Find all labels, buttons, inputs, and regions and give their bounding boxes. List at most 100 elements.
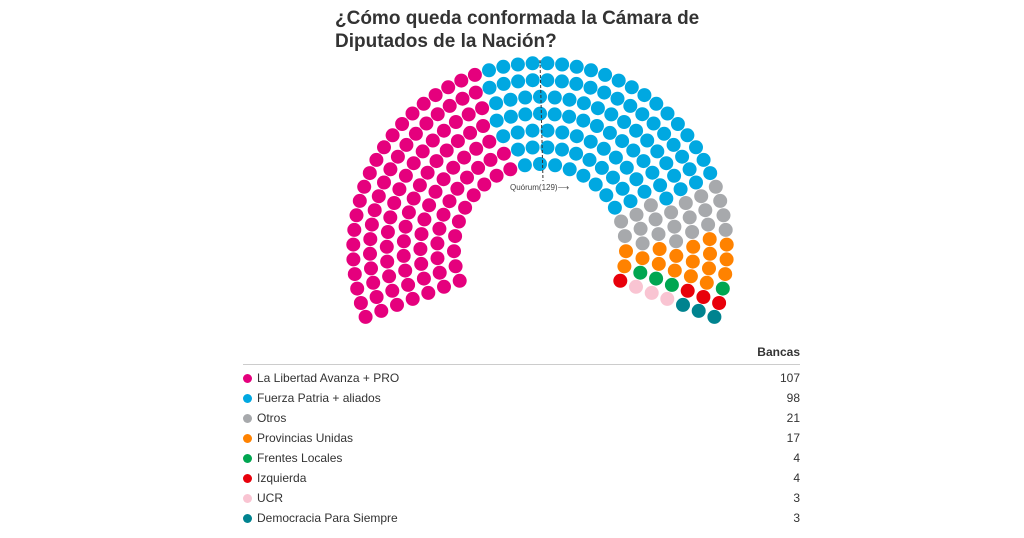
seat [584, 63, 598, 78]
seat [525, 140, 540, 155]
seat [664, 205, 679, 220]
seat [653, 178, 668, 193]
seat [606, 170, 620, 185]
seat [350, 281, 365, 296]
seat [377, 140, 391, 155]
seat [680, 128, 695, 143]
seat [576, 113, 591, 128]
seat [405, 106, 420, 121]
seat [619, 160, 634, 175]
seat [390, 297, 404, 312]
seat [635, 251, 650, 266]
column-header-bancas: Bancas [243, 345, 800, 365]
seat [615, 181, 630, 196]
party-name: Provincias Unidas [257, 431, 354, 445]
seat [517, 158, 532, 173]
seat [650, 144, 665, 159]
seat [430, 236, 445, 251]
seat [525, 56, 540, 71]
seat [635, 107, 650, 122]
seat [416, 271, 431, 286]
seat [685, 254, 700, 269]
seat [396, 234, 411, 249]
seat [719, 252, 734, 267]
legend-row: Izquierda 4 [243, 468, 800, 488]
seat [448, 259, 463, 274]
chart-title: ¿Cómo queda conformada la Cámara de Dipu… [335, 8, 700, 52]
seat [676, 297, 690, 312]
seat [428, 184, 443, 199]
seat [439, 143, 454, 158]
seat [708, 179, 723, 194]
seat [680, 283, 695, 298]
seat [698, 203, 713, 218]
seat [430, 107, 445, 122]
seat [432, 221, 447, 236]
seat [589, 119, 604, 133]
seat [398, 168, 413, 183]
seat [442, 98, 457, 113]
quorum-label: Quórum(129)⟶ [510, 183, 570, 192]
seat [644, 285, 659, 300]
legend-row: Democracia Para Siempre 3 [243, 508, 800, 528]
seat [398, 219, 413, 234]
seat [406, 156, 421, 171]
seat [633, 221, 648, 236]
seat [602, 125, 617, 140]
seat [533, 89, 547, 104]
seat [415, 144, 430, 159]
seat [651, 256, 666, 271]
seat [489, 96, 504, 111]
seat [659, 156, 674, 171]
seat [664, 277, 679, 292]
seat [667, 219, 682, 234]
seat [398, 263, 413, 278]
seat [533, 157, 547, 171]
legend-row: Fuerza Patria + aliados 98 [243, 388, 800, 408]
party-color-dot [243, 413, 252, 423]
seat [425, 133, 440, 148]
seat [448, 115, 463, 129]
seat [510, 57, 525, 72]
seat [358, 309, 373, 324]
parliament-chart: Quórum(129)⟶ [346, 56, 734, 324]
party-name: Izquierda [257, 471, 307, 485]
seat [460, 170, 474, 185]
party-seats: 107 [779, 371, 800, 385]
seat [666, 137, 681, 152]
seat [598, 67, 613, 82]
seat [477, 177, 492, 192]
seat [629, 279, 643, 294]
seat [450, 181, 465, 196]
seat [610, 91, 625, 106]
party-name: Democracia Para Siempre [257, 511, 398, 525]
party-color-dot [243, 433, 252, 443]
seat [555, 125, 570, 140]
seat [525, 123, 540, 138]
seat [385, 128, 400, 143]
seat [383, 162, 398, 177]
seat [624, 80, 639, 95]
party-color-dot [243, 373, 252, 383]
seat [442, 194, 457, 209]
party-seats: 21 [786, 411, 800, 425]
seat [380, 225, 395, 239]
seat [364, 261, 378, 276]
seat [401, 277, 416, 292]
party-seats: 4 [793, 471, 800, 485]
seat [458, 200, 473, 215]
seat [408, 126, 423, 141]
seat [719, 237, 734, 252]
seat [670, 117, 685, 131]
seat [633, 265, 648, 280]
seat [608, 150, 623, 165]
seat [363, 246, 377, 261]
seat [626, 143, 641, 158]
seat [715, 281, 730, 296]
seat [540, 56, 555, 71]
seat [713, 193, 728, 208]
seat [660, 106, 675, 121]
seat [414, 256, 429, 271]
seat [401, 205, 416, 220]
seat [475, 101, 490, 116]
